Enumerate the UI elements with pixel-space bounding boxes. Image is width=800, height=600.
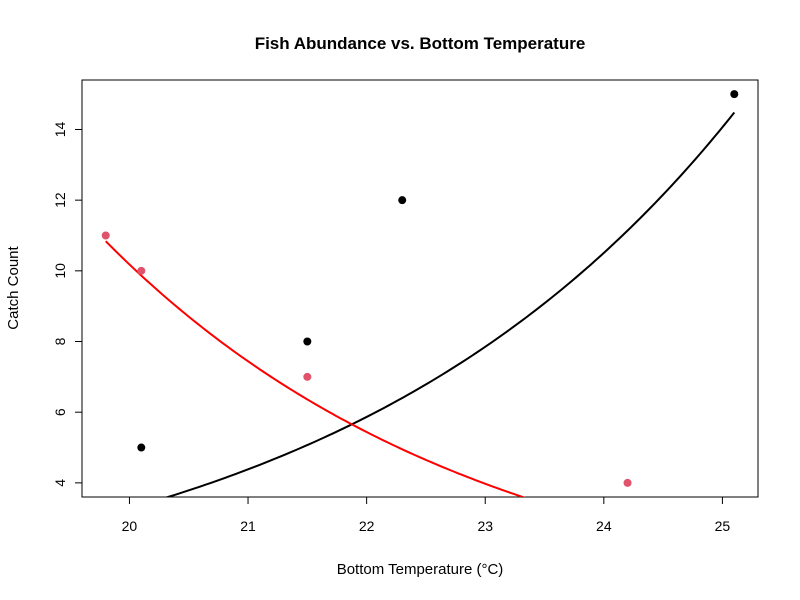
data-points — [101, 90, 739, 487]
x-tick-label: 25 — [715, 518, 731, 534]
plot-frame — [81, 79, 759, 498]
fit-line-2 — [105, 240, 526, 497]
data-point-series-1 — [398, 196, 407, 205]
y-tick-label: 14 — [52, 121, 68, 137]
fit-line-1 — [164, 111, 736, 497]
fit-lines — [105, 111, 736, 497]
y-tick-label: 4 — [52, 479, 68, 487]
x-tick-label: 24 — [596, 518, 612, 534]
x-tick-label: 23 — [477, 518, 493, 534]
x-tick-label: 20 — [122, 518, 138, 534]
y-axis-label: Catch Count — [5, 245, 22, 329]
y-tick-label: 10 — [52, 263, 68, 279]
axes: 20 21 22 23 24 25 4 6 8 10 12 14 — [52, 121, 730, 534]
data-point-series-2 — [623, 478, 632, 487]
chart-title: Fish Abundance vs. Bottom Temperature — [255, 34, 586, 53]
y-tick-label: 8 — [52, 337, 68, 345]
data-point-series-2 — [101, 231, 110, 240]
data-point-series-1 — [730, 90, 739, 99]
x-axis-label: Bottom Temperature (°C) — [337, 561, 504, 578]
x-tick-label: 21 — [240, 518, 256, 534]
data-point-series-1 — [137, 443, 146, 452]
x-tick-label: 22 — [359, 518, 375, 534]
data-point-series-2 — [137, 266, 146, 275]
y-tick-label: 12 — [52, 192, 68, 208]
data-point-series-2 — [303, 372, 312, 381]
y-tick-label: 6 — [52, 408, 68, 416]
data-point-series-1 — [303, 337, 312, 346]
